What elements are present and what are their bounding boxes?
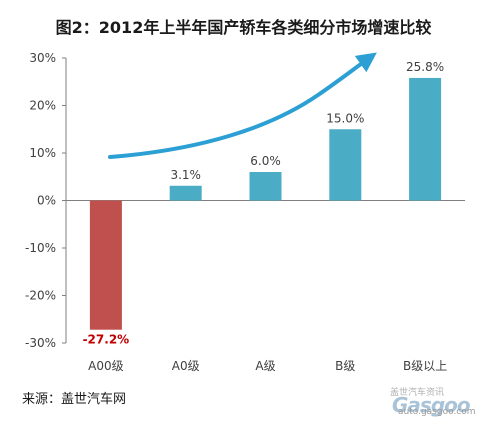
y-tick-label: -20% [25, 289, 56, 303]
trend-arrow-path [108, 52, 377, 159]
y-tick-label: -10% [25, 241, 56, 255]
x-category-label: A0级 [172, 359, 200, 373]
x-category-label: A00级 [88, 359, 123, 373]
watermark-url: auto.gasgoo.com [398, 407, 476, 417]
data-label-group: -27.2% 3.1% 6.0% 15.0% 25.8% [83, 60, 445, 347]
watermark-logo: Gasgoo [392, 393, 471, 417]
bar-value-label: -27.2% [83, 333, 130, 347]
y-tick-label: -30% [25, 336, 56, 350]
chart-title: 图2：2012年上半年国产轿车各类细分市场增速比较 [55, 18, 432, 37]
y-tick-label: 0% [37, 194, 56, 208]
watermark-text: 盖世汽车资讯 [390, 388, 445, 398]
bar-value-label: 15.0% [326, 111, 364, 125]
y-tick-label: 20% [29, 99, 56, 113]
bar [249, 172, 282, 201]
bar-value-label: 3.1% [170, 168, 201, 182]
x-category-label: B级 [335, 359, 355, 373]
trend-arrow [108, 52, 377, 159]
y-axis: 30% 20% 10% 0% -10% -20% -30% [25, 51, 67, 350]
bar [89, 200, 122, 330]
x-category-label: A级 [255, 359, 275, 373]
y-tick-group: 30% 20% 10% 0% -10% -20% -30% [25, 51, 66, 350]
bar [169, 185, 202, 201]
bar [409, 77, 442, 201]
bar-series [89, 77, 442, 330]
bar [329, 129, 362, 201]
bar-value-label: 25.8% [406, 60, 444, 74]
bar-value-label: 6.0% [250, 154, 281, 168]
x-category-label: B级以上 [403, 359, 447, 373]
y-tick-label: 10% [29, 146, 56, 160]
y-tick-label: 30% [29, 51, 56, 65]
source-note: 来源：盖世汽车网 [22, 392, 127, 407]
x-category-group: A00级 A0级 A级 B级 B级以上 [88, 359, 447, 373]
